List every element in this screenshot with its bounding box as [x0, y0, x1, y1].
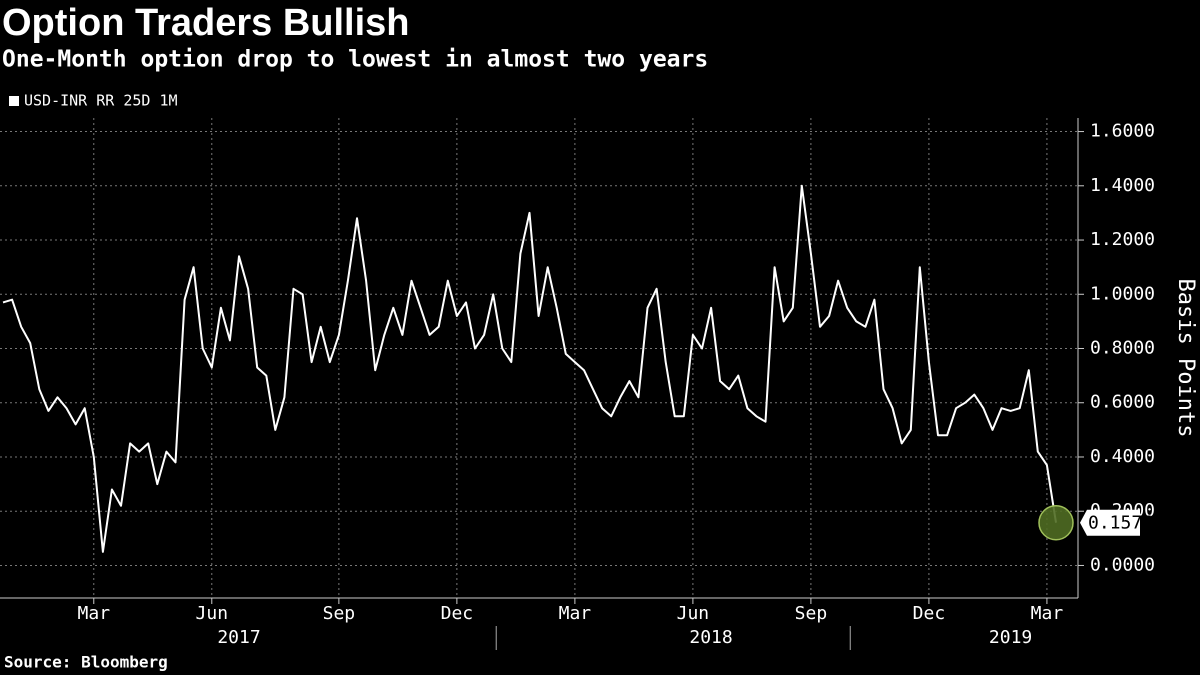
chart-subtitle: One-Month option drop to lowest in almos…	[2, 47, 708, 73]
x-tick-label: Dec	[913, 603, 946, 624]
y-tick-label: 0.0000	[1090, 554, 1155, 575]
x-tick-label: Sep	[795, 603, 828, 624]
y-tick-label: 0.8000	[1090, 338, 1155, 359]
x-tick-label: Dec	[441, 603, 474, 624]
y-tick-label: 1.6000	[1090, 121, 1155, 142]
x-tick-label: Mar	[559, 603, 592, 624]
line	[2, 184, 1057, 553]
y-tick-label: 1.4000	[1090, 175, 1155, 196]
last-point-marker	[1038, 504, 1074, 541]
x-tick-label: Jun	[196, 603, 229, 624]
x-group-label: 2018	[689, 627, 732, 648]
x-tick-label: Mar	[1031, 603, 1064, 624]
x-group-label: 2019	[989, 627, 1032, 648]
y-tick-label: 0.4000	[1090, 446, 1155, 467]
chart-title: Option Traders Bullish	[2, 2, 410, 44]
y-tick-label: 1.2000	[1090, 229, 1155, 250]
legend-label: USD-INR RR 25D 1M	[24, 92, 178, 110]
x-tick-label: Jun	[677, 603, 710, 624]
x-tick-label: Sep	[323, 603, 356, 624]
y-tick-label: 0.6000	[1090, 392, 1155, 413]
value-flag	[1080, 509, 1140, 536]
legend-swatch	[9, 96, 19, 106]
source: Source: Bloomberg	[4, 653, 168, 672]
y-tick-label: 1.0000	[1090, 283, 1155, 304]
x-tick-label: Mar	[78, 603, 111, 624]
x-group-label: 2017	[217, 627, 260, 648]
y-axis-label: Basis Points	[1173, 279, 1198, 438]
value-label: 0.1575	[1088, 513, 1153, 534]
